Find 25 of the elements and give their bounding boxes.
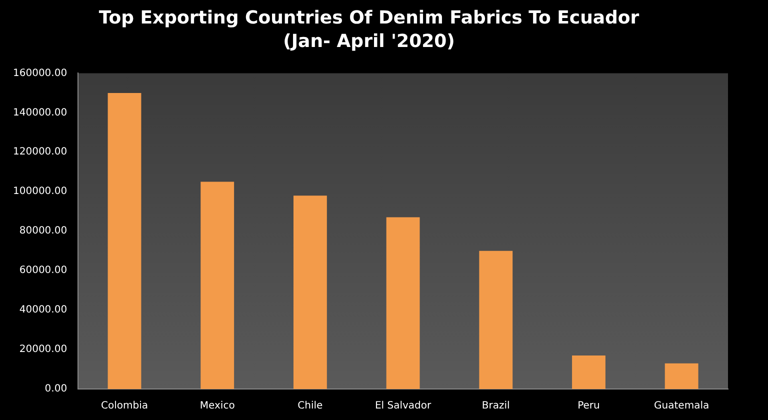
bar (108, 92, 142, 389)
y-tick-label: 20000.00 (19, 344, 68, 356)
chart-title: Top Exporting Countries Of Denim Fabrics To Ecuador (98, 7, 640, 28)
y-tick-label: 120000.00 (13, 146, 68, 158)
y-tick-label: 60000.00 (19, 265, 68, 276)
bar (293, 196, 327, 389)
bar (386, 217, 420, 389)
x-tick-label: Peru (578, 400, 600, 412)
chart-subtitle: (Jan- April '2020) (283, 31, 455, 52)
y-tick-label: 80000.00 (19, 226, 68, 237)
x-tick-label: Colombia (101, 400, 148, 412)
y-tick-label: 160000.00 (13, 68, 68, 79)
x-tick-label: Mexico (200, 400, 235, 412)
bar (200, 182, 234, 389)
bar (664, 363, 698, 389)
x-tick-label: El Salvador (374, 400, 432, 412)
y-tick-label: 100000.00 (13, 186, 68, 198)
x-tick-label: Chile (298, 400, 323, 412)
y-tick-label: 0.00 (44, 384, 68, 395)
y-tick-label: 40000.00 (19, 304, 68, 316)
x-tick-label: Brazil (482, 400, 510, 412)
bar (572, 355, 606, 389)
y-tick-label: 140000.00 (13, 107, 68, 118)
bar (479, 250, 513, 389)
x-tick-label: Guatemala (654, 400, 710, 412)
